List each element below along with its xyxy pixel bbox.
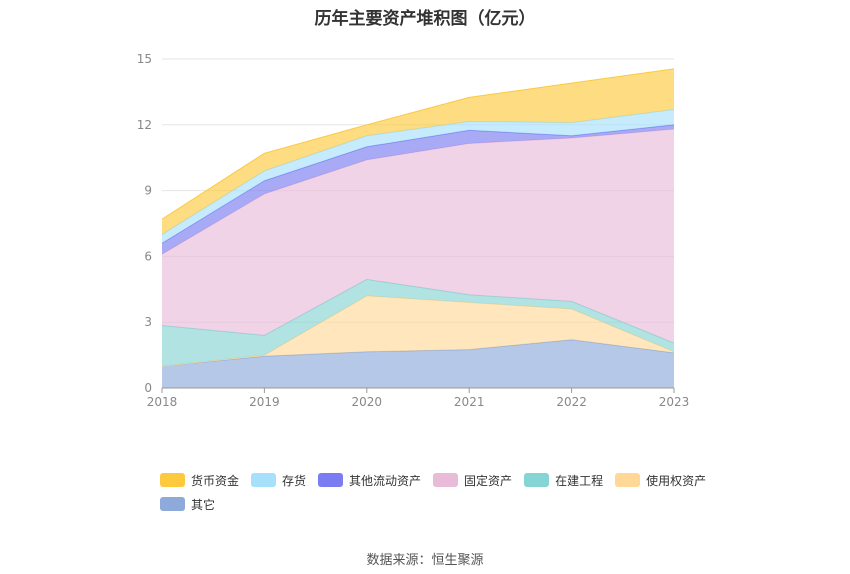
area-series-4 — [162, 124, 674, 255]
data-source-note: 数据来源：恒生聚源 — [366, 553, 484, 568]
legend-swatch — [615, 473, 641, 487]
chart-title: 历年主要资产堆积图（亿元） — [314, 9, 536, 29]
legend-swatch — [251, 473, 277, 487]
x-tick-label: 2021 — [454, 395, 485, 409]
legend-swatch — [160, 497, 185, 511]
area-series-6 — [162, 68, 674, 235]
x-tick-label: 2018 — [147, 395, 178, 409]
legend-label: 其它 — [191, 497, 216, 512]
y-tick-label: 12 — [137, 118, 152, 132]
legend-label: 使用权资产 — [646, 473, 707, 488]
area-series-edge-0 — [161, 339, 675, 367]
legend-item[interactable]: 在建工程 — [524, 472, 603, 488]
area-series-edge-6 — [161, 68, 675, 220]
legend-swatch — [524, 473, 550, 487]
legend-label: 在建工程 — [555, 473, 604, 488]
area-series-1 — [162, 295, 674, 367]
y-tick-label: 6 — [144, 249, 152, 263]
y-tick-label: 9 — [144, 184, 152, 198]
legend-label: 其他流动资产 — [349, 473, 422, 488]
legend-item[interactable]: 固定资产 — [433, 472, 512, 488]
legend-item[interactable]: 存货 — [251, 472, 306, 488]
legend-swatch — [318, 473, 344, 487]
x-tick-label: 2019 — [249, 395, 280, 409]
x-tick-label: 2020 — [352, 395, 383, 409]
area-series-0 — [162, 339, 674, 388]
y-tick-label: 0 — [144, 381, 152, 395]
legend-item[interactable]: 其他流动资产 — [318, 472, 421, 488]
area-series-3 — [162, 129, 674, 344]
y-tick-label: 15 — [137, 52, 152, 66]
area-series-edge-5 — [161, 108, 675, 235]
x-tick-label: 2023 — [659, 395, 690, 409]
legend-swatch — [160, 473, 185, 487]
x-tick-label: 2022 — [556, 395, 587, 409]
area-series-2 — [162, 279, 674, 367]
legend-swatch — [433, 473, 459, 487]
legend-label: 存货 — [282, 473, 307, 488]
area-series-5 — [162, 109, 674, 244]
legend-item[interactable]: 其它 — [160, 496, 215, 512]
legend-label: 货币资金 — [191, 473, 240, 488]
legend-label: 固定资产 — [464, 473, 513, 488]
legend-item[interactable]: 货币资金 — [160, 472, 239, 488]
y-tick-label: 3 — [144, 315, 152, 329]
legend-item[interactable]: 使用权资产 — [615, 472, 706, 488]
chart-legend: 货币资金 存货 其他流动资产 固定资产 在建工程 使用权资产其它 — [160, 472, 720, 512]
